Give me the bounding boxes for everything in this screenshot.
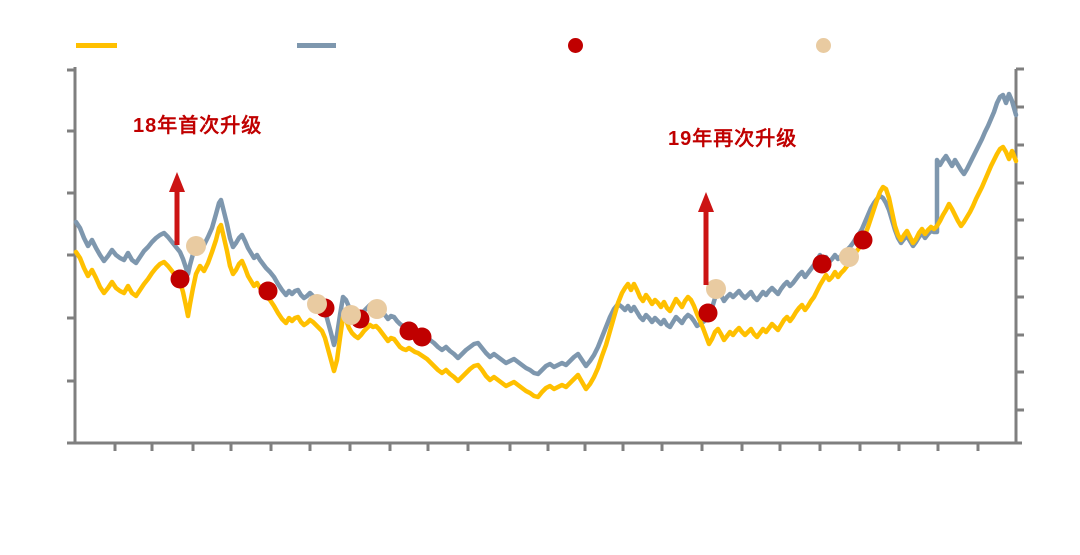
tan-event-dots xyxy=(186,236,859,325)
legend-red-dot-marker xyxy=(568,38,583,53)
annotation-19-second-upgrade: 19年再次升级 xyxy=(668,128,798,150)
annotation-arrows xyxy=(169,172,714,285)
legend-yellow-line-swatch xyxy=(76,43,117,48)
legend-blue-line-swatch xyxy=(297,43,336,48)
series-yellow-line xyxy=(73,144,1019,400)
annotation-18-first-upgrade: 18年首次升级 xyxy=(133,115,263,137)
axes-frame xyxy=(67,67,1024,451)
legend xyxy=(0,0,1080,60)
legend-tan-dot-marker xyxy=(816,38,831,53)
